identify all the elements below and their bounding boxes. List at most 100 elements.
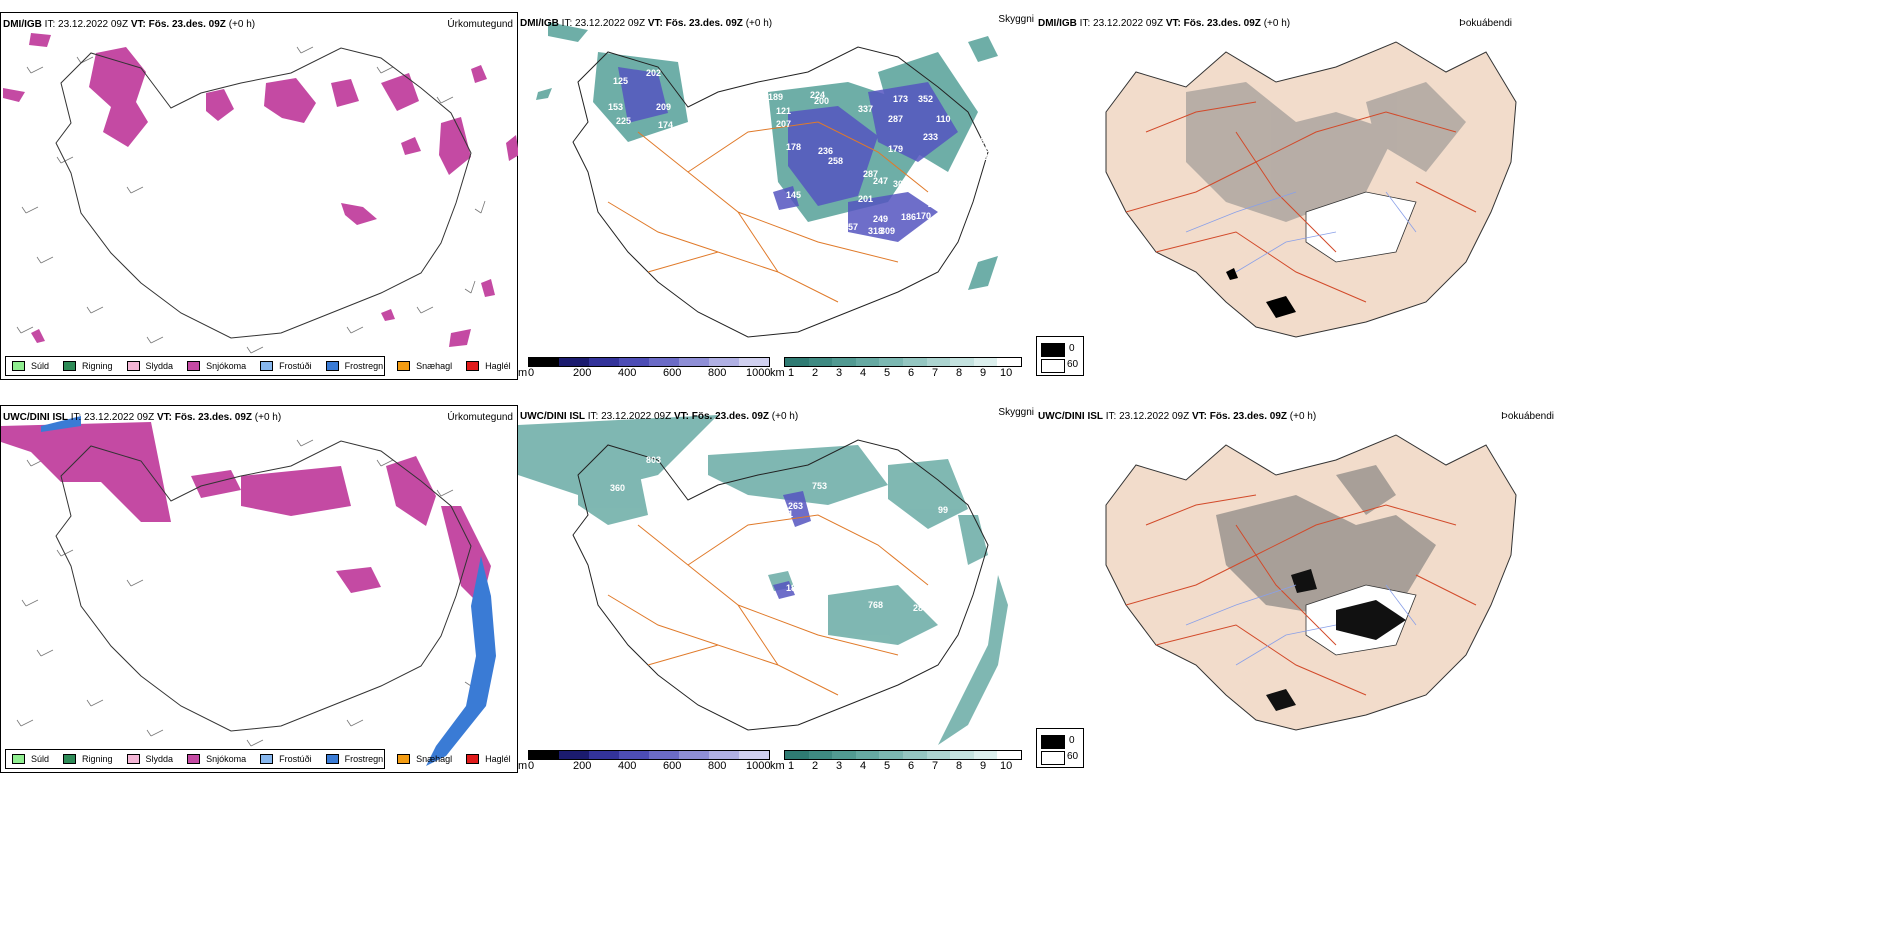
coastline-outline (55, 440, 472, 732)
height-tick: 800 (708, 760, 727, 772)
legend-item: Haglél (466, 361, 511, 371)
legend-swatch (187, 361, 201, 371)
legend-swatch (12, 754, 25, 764)
visibility-value-label: 153 (608, 102, 623, 112)
legend-swatch (63, 361, 77, 371)
visibility-value-label: 110 (936, 114, 951, 124)
precip-map-top (3, 33, 519, 354)
panel-title: DMI/IGB IT: 23.12.2022 09Z VT: Fös. 23.d… (3, 19, 256, 30)
fog-shading (1186, 82, 1466, 222)
fog-value: 0 (1069, 735, 1075, 746)
km-tick: 10 (1000, 367, 1013, 379)
legend-swatch (325, 754, 339, 764)
km-swatch (950, 358, 974, 366)
legend-swatch (187, 754, 201, 764)
fog-value: 60 (1067, 359, 1079, 370)
height-tick: 400 (618, 367, 637, 379)
km-tick: 2 (812, 367, 819, 379)
height-tick: 200 (573, 367, 592, 379)
visibility-value-label: 287 (863, 169, 878, 179)
legend-item: Frostúði (260, 754, 312, 764)
visibility-value-label: 170 (916, 211, 931, 221)
km-swatch (997, 751, 1021, 759)
legend-label: Haglél (485, 361, 511, 371)
legend-label: Haglél (485, 754, 511, 764)
km-colorbar-swatches (784, 750, 1022, 760)
panel-title: UWC/DINI ISL IT: 23.12.2022 09Z VT: Fös.… (1038, 411, 1317, 422)
visibility-value-label: 249 (788, 535, 803, 545)
precip-type-panel-bottom: UWC/DINI ISL IT: 23.12.2022 09Z VT: Fös.… (0, 405, 518, 773)
visibility-fill (518, 415, 1008, 745)
visibility-value-label: 318 (868, 226, 883, 236)
visibility-value-label: 257 (843, 222, 858, 232)
freezing-rain-areas (41, 416, 496, 766)
km-swatch (997, 358, 1021, 366)
fog-map-top (1105, 41, 1517, 338)
visibility-value-label: 207 (776, 119, 791, 129)
legend-swatch (12, 361, 25, 371)
height-unit: m (518, 760, 528, 772)
road-network (607, 514, 929, 696)
precip-legend: Súld Rigning Slydda Snjókoma Frostúði Fr… (5, 356, 511, 376)
legend-label: Súld (31, 361, 50, 371)
visibility-value-label: 188 (786, 583, 801, 593)
km-colorbar-swatches (784, 357, 1022, 367)
visibility-value-label: 214 (928, 199, 943, 209)
legend-swatch (126, 361, 140, 371)
km-tick: 4 (860, 367, 867, 379)
visibility-value-label: 236 (818, 146, 833, 156)
km-tick: 5 (884, 760, 891, 772)
visibility-value-label: 258 (828, 156, 843, 166)
km-swatch (950, 751, 974, 759)
height-tick: 1000 (746, 760, 771, 772)
fog-swatch-black (1041, 343, 1065, 357)
legend-item: Haglél (466, 754, 511, 764)
height-tick: 600 (663, 760, 682, 772)
height-swatch (709, 751, 739, 759)
visibility-value-label: 226 (970, 136, 985, 146)
km-tick: 8 (956, 760, 963, 772)
height-swatch (679, 751, 709, 759)
height-tick: 0 (528, 760, 535, 772)
visibility-value-label: 121 (776, 106, 791, 116)
height-colorbar: m 0 200 400 600 800 1000 (518, 357, 770, 381)
visibility-value-label: 309 (880, 226, 895, 236)
precip-type-panel-top: DMI/IGB IT: 23.12.2022 09Z VT: Fös. 23.d… (0, 12, 519, 380)
visibility-value-label: 174 (658, 120, 673, 130)
km-swatch (832, 751, 856, 759)
km-swatch (902, 358, 927, 366)
snow-areas (1, 422, 491, 606)
visibility-value-label: 247 (873, 176, 888, 186)
height-colorbar-swatches (528, 357, 770, 367)
km-swatch (926, 751, 951, 759)
km-swatch (879, 751, 903, 759)
legend-swatch (397, 754, 411, 764)
km-tick: 9 (980, 760, 987, 772)
visibility-value-label: 240 (813, 525, 828, 535)
legend-label: Snjókoma (206, 361, 247, 371)
legend-label: Snæhagl (416, 361, 453, 371)
panel-type-label: Úrkomutegund (447, 412, 513, 423)
fog-panel-bottom: UWC/DINI ISL IT: 23.12.2022 09Z VT: Fös.… (1036, 405, 1556, 773)
visibility-km-colorbar: km 1 2 3 4 5 6 7 8 9 10 (770, 357, 1022, 381)
legend-swatch (260, 754, 274, 764)
height-tick: 600 (663, 367, 682, 379)
visibility-value-label: 209 (656, 102, 671, 112)
height-swatch (559, 751, 589, 759)
height-swatch (619, 751, 649, 759)
visibility-value-label: 200 (814, 96, 829, 106)
legend-label: Snæhagl (416, 754, 453, 764)
visibility-value-label: 753 (812, 481, 827, 491)
km-swatch (973, 751, 998, 759)
visibility-value-label: 224 (810, 90, 825, 100)
visibility-value-label: 287 (913, 603, 928, 613)
legend-label: Frostregn (344, 754, 384, 764)
fog-colorbar-top: 0 60 (1036, 336, 1084, 376)
km-swatch (832, 358, 856, 366)
km-swatch (785, 751, 809, 759)
precip-legend: Súld Rigning Slydda Snjókoma Frostúði Fr… (5, 749, 511, 769)
height-swatch (739, 358, 769, 366)
fog-value: 60 (1067, 751, 1079, 762)
visibility-value-label: 99 (938, 505, 948, 515)
